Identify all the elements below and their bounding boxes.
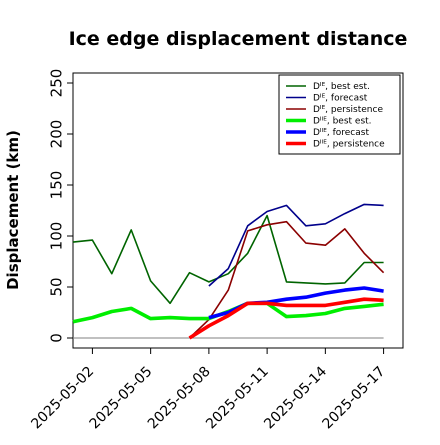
legend-box [278,74,401,155]
x-tick-label: 2025-05-17 [320,364,389,433]
y-tick-label: 50 [48,277,66,296]
y-tick-label: 250 [48,69,66,98]
y-tick-label: 150 [48,171,66,200]
series-line-2 [208,203,384,287]
legend-label: Dᴵᴵᴱ, forecast [313,128,369,138]
chart-title: Ice edge displacement distance [69,28,408,50]
legend-label: Dᴵᴵᴱ, best est. [313,117,372,127]
legend-label: Dᴵᴵᴱ, persistence [313,140,385,150]
legend-label: Dᴵᴱ, persistence [313,105,383,115]
plot-frame [72,72,404,349]
series-line-1 [72,214,384,305]
series-line-3 [188,220,385,339]
y-tick-label: 200 [48,120,66,149]
y-tick-label: 100 [48,222,66,251]
y-axis-label: Displacement (km) [4,130,22,290]
legend-label: Dᴵᴱ, best est. [313,82,370,92]
y-tick-label: 0 [48,333,66,343]
legend-label: Dᴵᴱ, forecast [313,94,368,104]
series-line-6 [188,297,384,340]
